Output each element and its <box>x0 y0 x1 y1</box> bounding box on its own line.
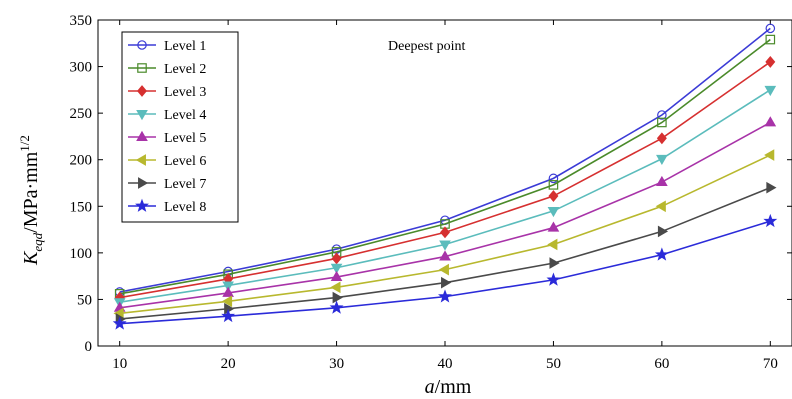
series-8-point-3 <box>329 300 344 314</box>
series-2-point-7 <box>765 34 776 45</box>
series-6-point-5 <box>547 238 558 251</box>
y-tick-label-1: 50 <box>77 292 92 308</box>
series-6-point-7 <box>764 149 775 161</box>
series-8-point-2 <box>221 308 236 323</box>
legend-marker-7 <box>138 177 149 189</box>
series-5-point-6 <box>656 175 668 187</box>
series-2-point-6 <box>657 117 667 128</box>
legend-marker-5 <box>136 130 148 141</box>
legend-marker-3 <box>137 85 147 97</box>
series-1-point-7 <box>765 23 776 34</box>
series-8-point-4 <box>438 289 452 303</box>
legend-marker-4 <box>136 110 148 121</box>
x-tick-label-5: 60 <box>654 356 669 372</box>
x-axis-label-var: a <box>425 376 435 398</box>
series-3-point-5 <box>548 190 559 202</box>
series-4-point-7 <box>764 85 777 97</box>
series-4 <box>113 85 777 309</box>
series-6-point-4 <box>438 263 449 276</box>
y-axis-label-sup: 1/2 <box>17 135 32 152</box>
series-7-point-6 <box>657 225 669 238</box>
legend-label-1: Level 1 <box>164 39 206 54</box>
series-8-point-7 <box>763 213 778 228</box>
legend-marker-8 <box>135 198 149 212</box>
series-7-point-5 <box>549 257 560 269</box>
series-5-point-5 <box>547 221 560 232</box>
annotation-text: Deepest point <box>388 39 465 54</box>
legend-item-6: Level 6 <box>128 154 206 169</box>
x-tick-label-0: 10 <box>112 356 127 372</box>
series-8 <box>112 213 778 330</box>
legend-label-8: Level 8 <box>164 200 206 215</box>
legend-label-6: Level 6 <box>164 154 206 169</box>
series-5-point-7 <box>764 116 777 127</box>
series-4-point-4 <box>439 240 451 251</box>
legend-label-2: Level 2 <box>164 62 206 77</box>
x-axis-label: a/mm <box>425 376 472 398</box>
series-3-point-6 <box>656 132 667 145</box>
legend-box <box>121 31 239 223</box>
legend-item-4: Level 4 <box>128 108 206 123</box>
x-tick-label-6: 70 <box>763 356 778 372</box>
series-8-point-6 <box>654 247 669 261</box>
y-axis-label: Keqd/MPa·mm1/2 <box>17 135 45 266</box>
legend-item-8: Level 8 <box>128 198 206 215</box>
series-8-point-5 <box>546 272 561 286</box>
legend-marker-1 <box>137 40 147 50</box>
series-5-point-4 <box>439 250 451 261</box>
series-4-point-3 <box>330 263 343 274</box>
x-tick-label-4: 50 <box>546 356 561 372</box>
x-tick-label-1: 20 <box>221 356 236 372</box>
y-tick-label-4: 200 <box>70 153 93 169</box>
series-7-point-4 <box>441 276 452 289</box>
series-2-point-5 <box>548 180 559 190</box>
legend-label-7: Level 7 <box>164 177 206 192</box>
legend-label-3: Level 3 <box>164 85 206 100</box>
x-tick-label-2: 30 <box>329 356 344 372</box>
x-tick-label-3: 40 <box>438 356 453 372</box>
x-axis-label-unit: /mm <box>435 376 472 398</box>
legend-marker-2 <box>137 63 147 73</box>
y-tick-label-0: 0 <box>85 339 93 355</box>
series-6-point-2 <box>221 295 233 308</box>
legend-label-4: Level 4 <box>164 108 206 123</box>
series-4-point-6 <box>656 154 668 165</box>
y-axis-label-unit: /MPa·mm <box>20 151 42 233</box>
legend-item-1: Level 1 <box>128 39 206 54</box>
y-axis-label-sub: eqd <box>30 232 45 251</box>
legend-item-7: Level 7 <box>128 177 206 192</box>
series-6 <box>113 149 775 320</box>
legend-item-5: Level 5 <box>128 130 206 146</box>
y-tick-label-7: 350 <box>70 13 93 29</box>
series-7-point-3 <box>332 291 343 304</box>
legend-marker-6 <box>135 154 146 166</box>
y-axis-label-var: K <box>20 250 42 266</box>
y-tick-label-6: 300 <box>70 60 93 76</box>
series-4-point-2 <box>222 281 234 292</box>
series-6-point-3 <box>330 281 341 294</box>
y-tick-label-3: 150 <box>70 199 93 215</box>
series-1-point-6 <box>657 110 667 120</box>
legend-label-5: Level 5 <box>164 131 206 146</box>
legend: Level 1 Level 2 Level 3 Level 4 Level 5 Level… <box>121 31 239 223</box>
series-8-point-1 <box>112 316 127 330</box>
series-3-point-4 <box>440 226 450 239</box>
series-4-point-5 <box>547 206 560 218</box>
series-5-point-3 <box>330 270 343 282</box>
y-tick-label-2: 100 <box>70 246 93 262</box>
series-6-point-6 <box>655 200 666 213</box>
legend-item-3: Level 3 <box>128 85 206 100</box>
series-5-point-2 <box>222 286 234 297</box>
series-1-point-5 <box>548 173 559 184</box>
series-3-point-7 <box>765 55 776 68</box>
y-tick-label-5: 250 <box>70 106 93 122</box>
series-7-point-7 <box>766 181 777 194</box>
series-3-point-3 <box>331 252 342 265</box>
legend-item-2: Level 2 <box>128 62 206 77</box>
